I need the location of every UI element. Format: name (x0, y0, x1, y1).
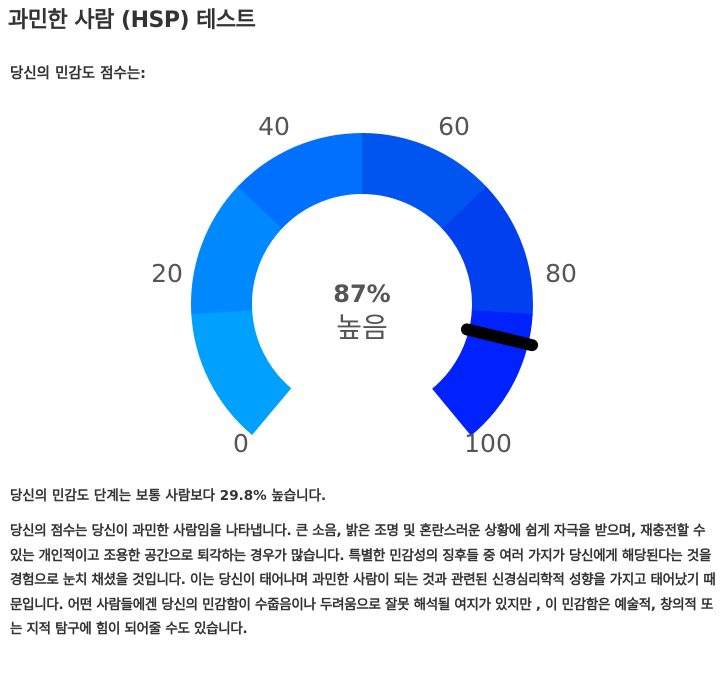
tick-label-0: 0 (233, 429, 249, 458)
gauge-segment-4 (362, 133, 488, 230)
tick-label-80: 80 (545, 259, 577, 288)
tick-label-20: 20 (151, 259, 183, 288)
score-heading: 당신의 민감도 점수는: (10, 66, 146, 82)
score-value: 87% (333, 280, 390, 308)
gauge-segment-3 (237, 133, 364, 229)
score-level: 높음 (336, 311, 388, 344)
gauge-segment-1 (191, 309, 292, 435)
gauge-segment-5 (442, 186, 533, 316)
tick-label-40: 40 (258, 112, 290, 141)
result-description: 당신의 점수는 당신이 과민한 사람임을 나타냅니다. 큰 소음, 밝은 조명 … (10, 523, 716, 637)
page-title: 과민한 사람 (HSP) 테스트 (8, 8, 256, 33)
comparison-text: 당신의 민감도 단계는 보통 사람보다 29.8% 높습니다. (10, 488, 327, 504)
gauge-needle (460, 323, 539, 352)
tick-label-60: 60 (438, 112, 470, 141)
tick-label-100: 100 (464, 429, 512, 458)
gauge-tick-labels: 0 20 40 60 80 100 (151, 112, 577, 458)
gauge-segment-2 (191, 185, 283, 314)
